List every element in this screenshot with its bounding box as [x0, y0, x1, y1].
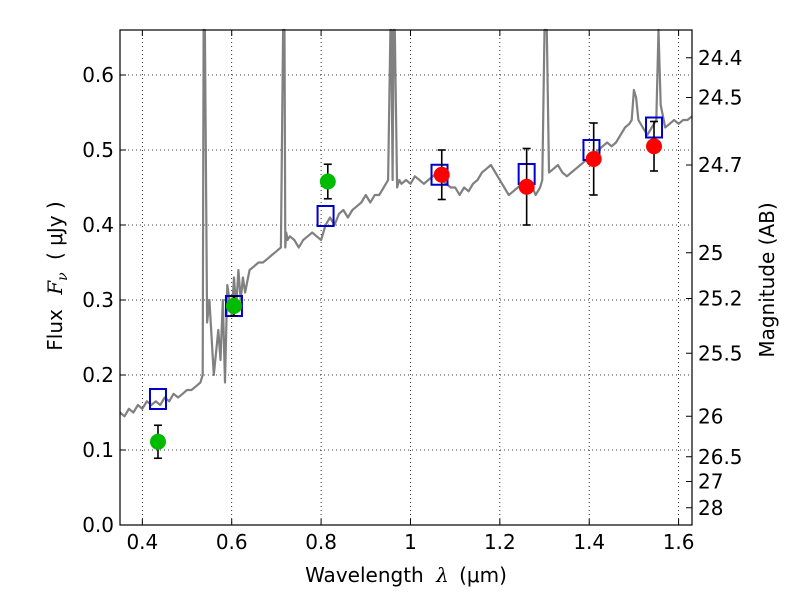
x-tick-label: 0.8: [305, 530, 337, 554]
plot-frame: [119, 29, 693, 526]
y-axis-label-subscript: ν: [55, 272, 71, 281]
mag-tick-label: 25.5: [698, 341, 743, 365]
x-axis-label-symbol: λ: [435, 563, 449, 587]
x-axis-label: Wavelength λ (μm): [305, 563, 507, 587]
observed-nir-point: [433, 166, 450, 183]
y-tick-label: 0.4: [82, 213, 114, 237]
observed-optical-point: [319, 173, 336, 190]
observed-optical-point: [225, 298, 242, 314]
observed-nir-point: [646, 138, 663, 155]
x-axis-label-unit: (μm): [459, 563, 507, 587]
model-photometry-marker: [148, 388, 167, 410]
y-tick-label: 0.5: [82, 138, 114, 162]
markers-layer: [148, 116, 664, 460]
spectrum-layer: [119, 28, 693, 418]
x-tick-label: 1: [404, 530, 417, 554]
y-axis-label: Flux Fν ( μJy ): [43, 201, 72, 350]
mag-tick-label: 28: [698, 496, 723, 520]
y-tick-label: 0.0: [82, 513, 114, 537]
x-tick-label: 0.6: [216, 530, 248, 554]
y-tick-label: 0.1: [82, 438, 114, 462]
mag-tick-label: 24.4: [698, 46, 743, 70]
y-axis-label-symbol: F: [43, 280, 67, 296]
x-tick-label: 1.6: [663, 530, 695, 554]
x-tick-label: 1.2: [484, 530, 516, 554]
x-tick-label: 0.4: [126, 530, 158, 554]
x-tick-label: 1.4: [573, 530, 605, 554]
mag-tick-label: 24.5: [698, 86, 743, 110]
observed-optical-point: [149, 433, 166, 450]
model-photometry-marker: [316, 205, 335, 227]
mag-tick-label: 26: [698, 404, 723, 428]
axis-ticks: 0.4 0.6 0.8 1 1.2 1.4 1.6 0.0 0.1 0.2 0.3 0.4 0.5 0.6…: [82, 30, 743, 554]
y-axis-label-prefix: Flux: [43, 309, 67, 351]
y-tick-label: 0.6: [82, 63, 114, 87]
model-spectrum-line: [119, 28, 693, 418]
mag-tick-label: 27: [698, 470, 723, 494]
y-tick-label: 0.2: [82, 363, 114, 387]
observed-nir-point: [518, 178, 535, 195]
right-axis-label: Magnitude (AB): [755, 202, 779, 357]
mag-tick-label: 25: [698, 241, 723, 265]
mag-tick-label: 25.2: [698, 287, 743, 311]
y-axis-label-unit: ( μJy ): [43, 201, 67, 260]
x-axis-label-prefix: Wavelength: [305, 563, 424, 587]
observed-nir-point: [585, 151, 602, 167]
mag-tick-label: 24.7: [698, 153, 743, 177]
mag-tick-label: 26.5: [698, 445, 743, 469]
y-tick-label: 0.3: [82, 288, 114, 312]
